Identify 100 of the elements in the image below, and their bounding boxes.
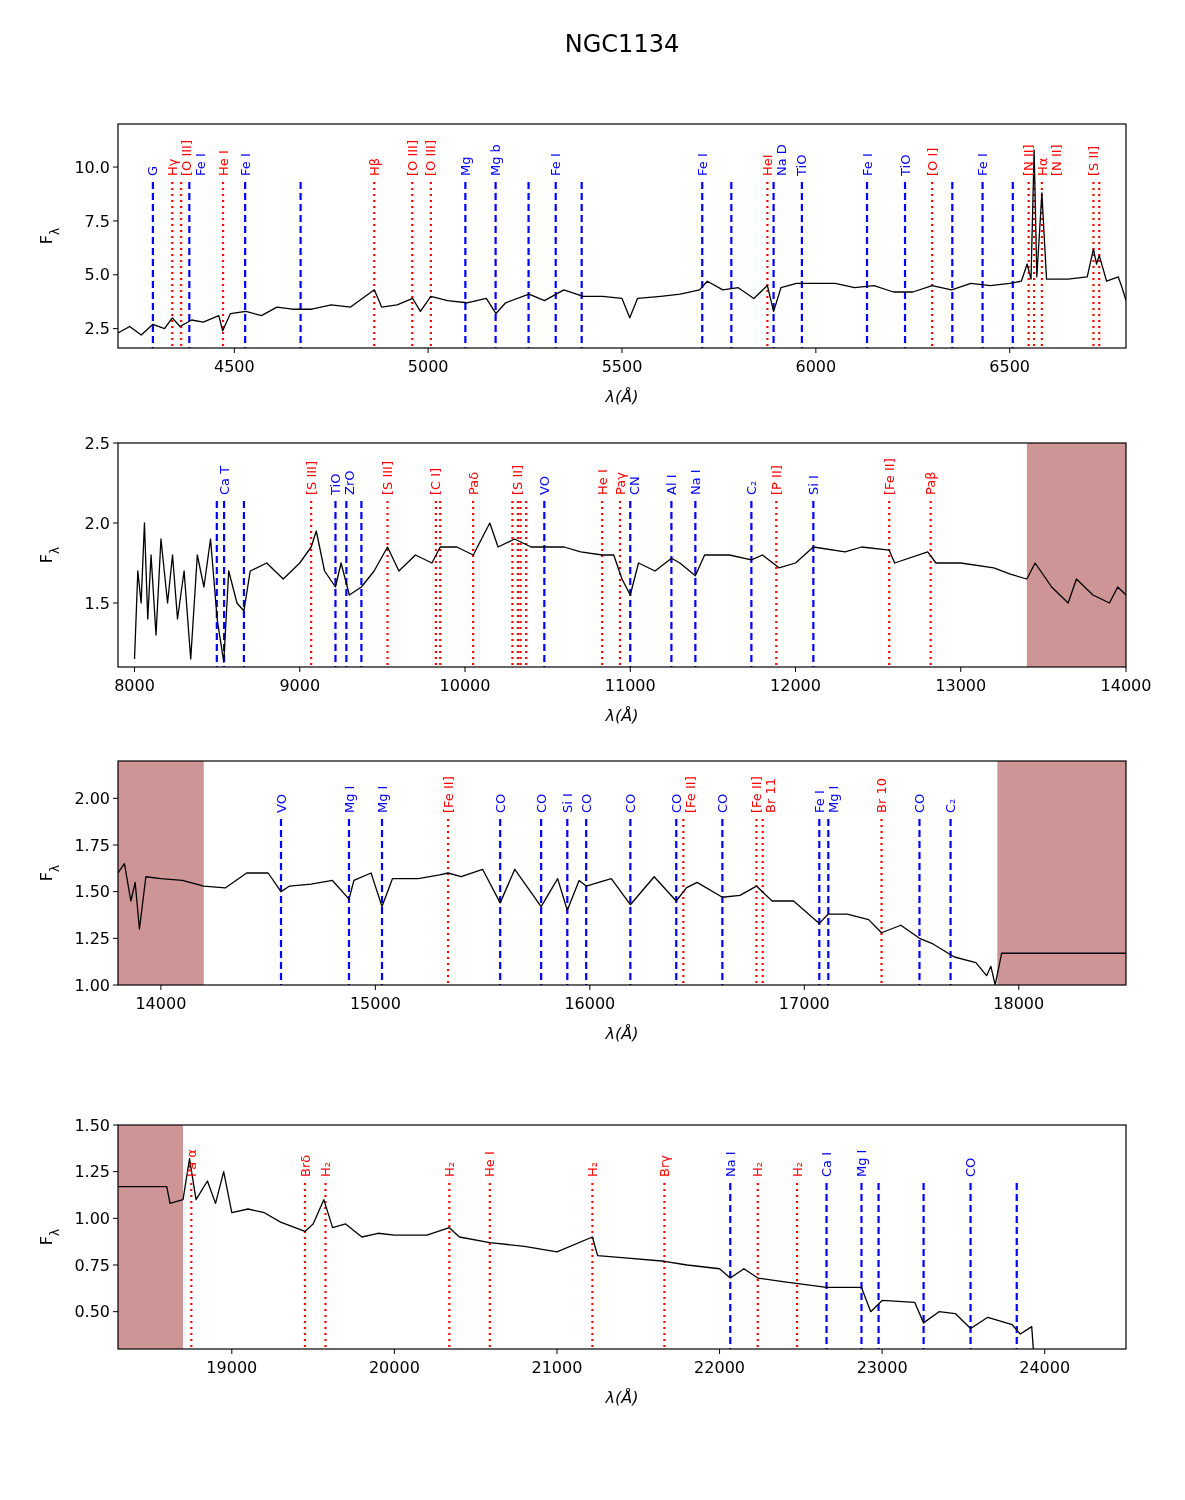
x-tick-label: 22000 [694, 1358, 745, 1377]
y-tick-label: 7.5 [84, 211, 110, 231]
ref-line-label: [Fe II] [749, 776, 765, 813]
ref-line-label: Fe I [237, 153, 253, 176]
ref-line-label: [O III] [423, 139, 439, 176]
y-tick-label: 1.50 [74, 882, 110, 902]
ref-line-label: [C I] [428, 467, 444, 495]
ref-line-label: G [145, 165, 161, 176]
ref-line-label: Hγ [164, 158, 180, 176]
x-tick-label: 6000 [795, 357, 837, 376]
ref-line-label: He I [482, 1151, 498, 1177]
ref-line-label: H₂ [441, 1162, 457, 1177]
ref-line-label: C₂ [943, 798, 959, 813]
ref-line-label: TiO [897, 154, 913, 177]
x-axis-title: λ(Å) [604, 1388, 639, 1407]
x-tick-label: 10000 [439, 676, 491, 695]
ref-line-label: Mg I [854, 1149, 870, 1177]
ref-line-label: Hβ [366, 157, 382, 176]
y-tick-label: 1.25 [74, 928, 110, 948]
x-tick-label: 23000 [856, 1358, 908, 1377]
y-tick-label: 1.00 [74, 975, 110, 995]
ref-line-label: Pa α [183, 1149, 199, 1177]
ref-line-label: Fe I [694, 153, 710, 176]
ref-line-label: Fe I [548, 153, 564, 176]
y-tick-label: 0.75 [74, 1255, 110, 1275]
y-tick-label: 2.0 [84, 513, 110, 533]
ref-line-label: ZrO [342, 470, 358, 495]
ref-line-label: CO [622, 793, 638, 813]
ref-line-label: [O III] [404, 139, 420, 176]
ref-line-label: Ca I [819, 1151, 835, 1177]
ref-line-label: Paγ [612, 471, 628, 495]
ref-line-label: [S II] [1085, 145, 1101, 176]
x-tick-label: 14000 [1100, 676, 1152, 695]
ref-line-label: Brγ [656, 1154, 672, 1177]
ref-line-label: Paβ [923, 471, 939, 495]
ref-line-label: Brδ [297, 1154, 313, 1177]
ref-line-label: Mg b [488, 144, 504, 176]
x-tick-label: 4500 [213, 357, 255, 376]
ref-line-label: CN [626, 476, 642, 495]
ref-line-label: Mg I [825, 785, 841, 813]
ref-line-label: Fe I [975, 153, 991, 176]
ref-line-label: Si I [805, 475, 821, 495]
ref-line-label: CO [533, 793, 549, 813]
ref-line-label: CO [912, 793, 928, 813]
y-tick-label: 1.5 [84, 593, 110, 613]
ref-line-label: Mg [457, 156, 473, 176]
ref-line-label: CO [668, 793, 684, 813]
ref-line-label: [Fe II] [440, 776, 456, 813]
x-tick-label: 15000 [349, 994, 401, 1013]
ref-line-label: Paδ [465, 471, 481, 495]
ref-line-label: Mg I [341, 785, 357, 813]
x-tick-label: 24000 [1019, 1358, 1071, 1377]
ref-line-label: Mg I [374, 785, 390, 813]
x-tick-label: 13000 [935, 676, 987, 695]
x-tick-label: 5500 [601, 357, 643, 376]
x-tick-label: 20000 [368, 1358, 420, 1377]
x-tick-label: 21000 [531, 1358, 583, 1377]
ref-line-label: He I [594, 469, 610, 495]
ref-line-label: [N II] [1021, 144, 1037, 176]
x-tick-label: 12000 [770, 676, 821, 695]
ref-line-label: Hα [1035, 157, 1051, 176]
x-tick-label: 19000 [206, 1358, 258, 1377]
ref-line-label: CO [714, 793, 730, 813]
y-tick-label: 1.50 [74, 1115, 110, 1135]
ref-line-label: Si I [559, 793, 575, 813]
ref-line-label: Na I [687, 469, 703, 495]
ref-line-label: TiO [794, 154, 810, 177]
ref-line-label: [S II] [510, 464, 526, 495]
x-tick-label: 16000 [564, 994, 616, 1013]
x-tick-label: 6500 [989, 357, 1031, 376]
y-tick-label: 2.5 [84, 319, 110, 339]
x-axis-title: λ(Å) [604, 387, 639, 406]
y-tick-label: 2.00 [74, 788, 110, 808]
ref-line-label: Fe I [811, 790, 827, 813]
ref-line-label: H₂ [789, 1162, 805, 1177]
y-tick-label: 1.00 [74, 1208, 110, 1228]
ref-line-label: VO [536, 476, 552, 495]
ref-line-label: [S III] [380, 460, 396, 495]
ref-line-label: C₂ [743, 480, 759, 495]
ref-line-label: [O I] [924, 147, 940, 176]
ref-line-label: [N II] [1049, 144, 1065, 176]
ref-line-label: [Fe II] [881, 458, 897, 495]
ref-line-label: Al I [663, 474, 679, 495]
chart-title: NGC1134 [564, 30, 680, 58]
y-tick-label: 2.5 [84, 433, 110, 453]
x-tick-label: 18000 [993, 994, 1045, 1013]
ref-line-label: Fe I [192, 153, 208, 176]
ref-line-label: CO [578, 793, 594, 813]
x-tick-label: 8000 [114, 676, 155, 695]
ref-line-label: Na I [722, 1151, 738, 1177]
ref-line-label: Fe I [859, 153, 875, 176]
ref-line-label: H₂ [584, 1162, 600, 1177]
y-tick-label: 1.75 [74, 835, 110, 855]
ref-line-label: Br 11 [763, 778, 779, 813]
y-tick-label: 5.0 [84, 265, 110, 285]
ref-line-label: Br 10 [874, 778, 890, 813]
ref-line-label: [O III] [178, 139, 194, 176]
ref-line-label: CO [963, 1157, 979, 1177]
ref-line-label: HeI [759, 154, 775, 176]
ref-line-label: [S III] [303, 460, 319, 495]
